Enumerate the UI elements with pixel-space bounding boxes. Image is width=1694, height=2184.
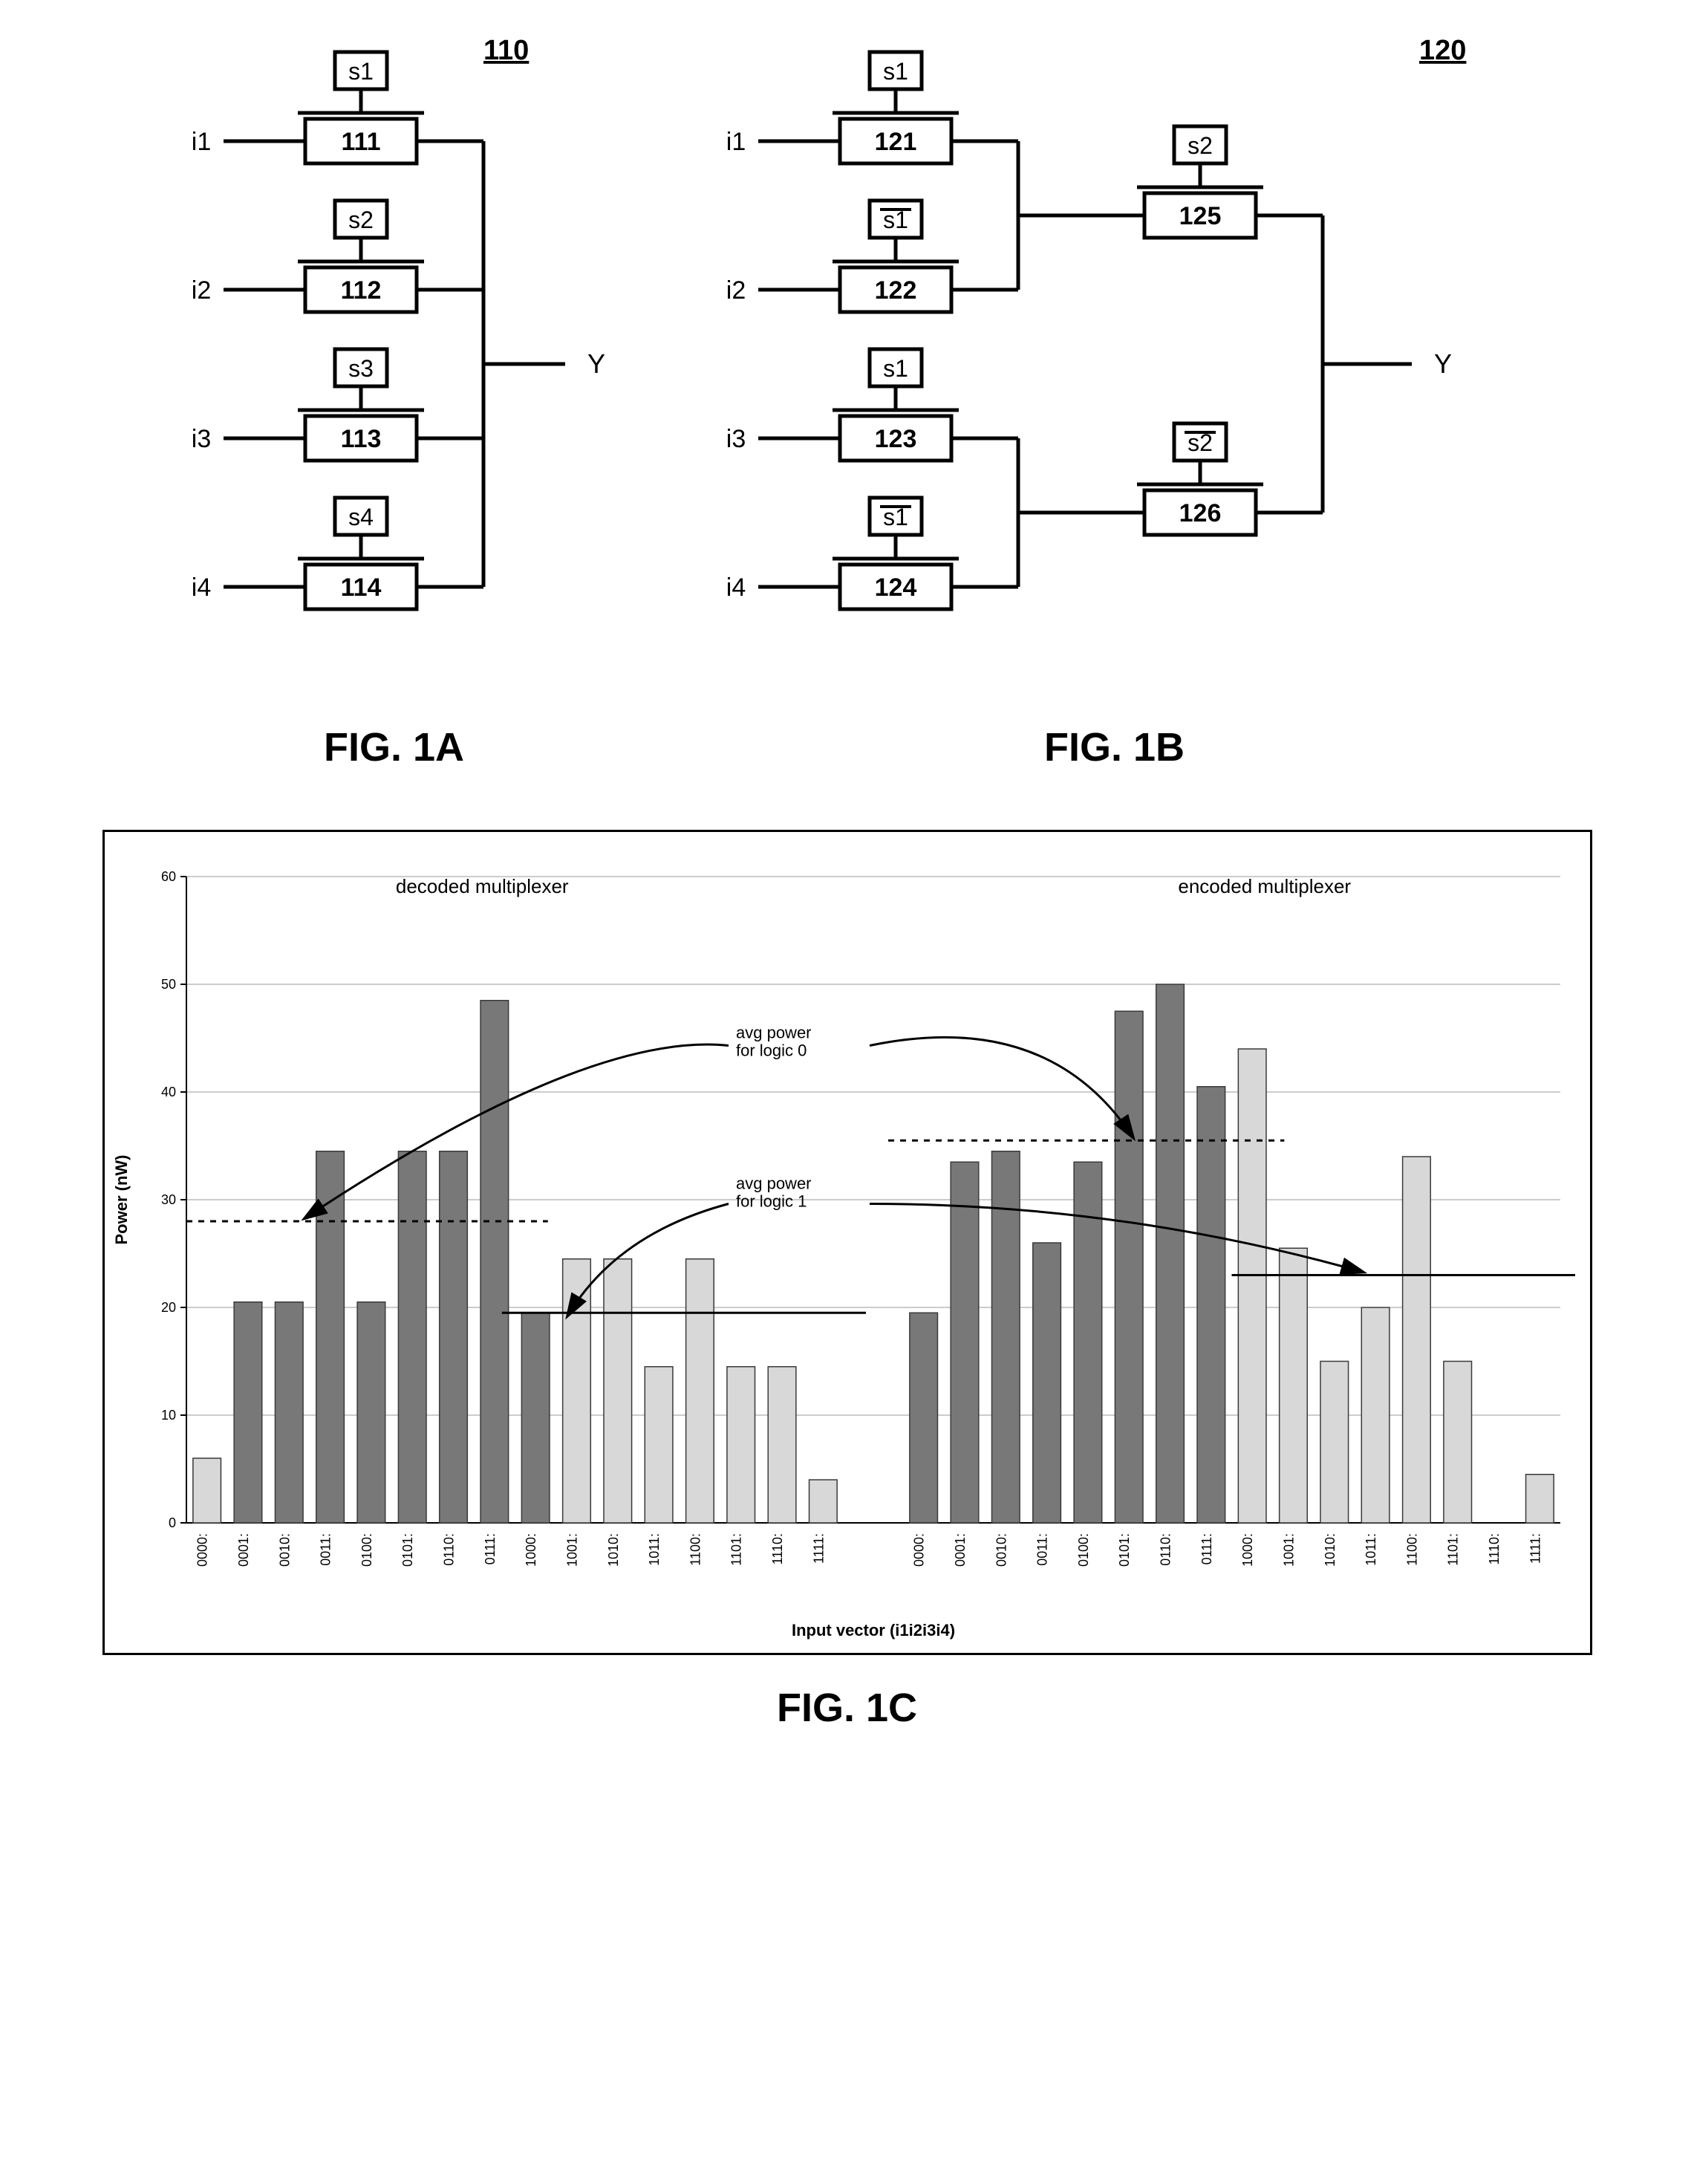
svg-text:0010:: 0010: xyxy=(994,1533,1009,1567)
svg-text:113: 113 xyxy=(340,425,381,453)
svg-text:i1: i1 xyxy=(726,128,745,156)
svg-text:i1: i1 xyxy=(191,128,210,156)
svg-text:20: 20 xyxy=(160,1300,175,1315)
svg-text:s1: s1 xyxy=(883,355,908,382)
svg-text:1000:: 1000: xyxy=(524,1533,538,1567)
chart-container: 0 10 20 30 40 50 60 Power (nW) Input vector (i1i… xyxy=(102,830,1592,1655)
svg-text:encoded multiplexer: encoded multiplexer xyxy=(1178,875,1351,897)
svg-text:Y: Y xyxy=(587,348,605,379)
svg-text:Input vector (i1i2i3i4): Input vector (i1i2i3i4) xyxy=(791,1621,954,1639)
svg-text:0001:: 0001: xyxy=(952,1533,967,1567)
fig-1b-title: FIG. 1B xyxy=(706,724,1523,770)
svg-text:i2: i2 xyxy=(726,276,745,305)
svg-text:0011:: 0011: xyxy=(318,1533,333,1566)
svg-text:0100:: 0100: xyxy=(359,1533,374,1567)
svg-text:120: 120 xyxy=(1419,35,1466,66)
svg-text:Power (nW): Power (nW) xyxy=(112,1155,131,1245)
circuit-a-panel: 111 s1 i1 112 s2 i2 113 s3 i3 114 s4 i4 Y 110 FIG. 1A xyxy=(172,30,617,770)
svg-text:i4: i4 xyxy=(726,573,745,602)
svg-text:124: 124 xyxy=(874,573,916,602)
svg-text:i3: i3 xyxy=(726,425,745,453)
power-chart: 0 10 20 30 40 50 60 Power (nW) Input vector (i1i… xyxy=(105,832,1590,1649)
svg-text:1001:: 1001: xyxy=(564,1533,579,1567)
svg-text:1110:: 1110: xyxy=(770,1533,785,1564)
svg-text:1001:: 1001: xyxy=(1281,1533,1296,1567)
circuit-a-svg: 111 s1 i1 112 s2 i2 113 s3 i3 114 s4 i4 Y 110 xyxy=(172,30,617,698)
svg-text:125: 125 xyxy=(1179,202,1221,230)
svg-text:0000:: 0000: xyxy=(911,1533,926,1567)
svg-text:s2: s2 xyxy=(1188,132,1213,159)
svg-text:0110:: 0110: xyxy=(1158,1533,1173,1566)
svg-text:for logic 0: for logic 0 xyxy=(736,1041,807,1060)
svg-text:40: 40 xyxy=(160,1085,175,1099)
svg-text:1101:: 1101: xyxy=(729,1533,743,1566)
svg-text:i4: i4 xyxy=(191,573,210,602)
svg-text:1000:: 1000: xyxy=(1240,1533,1255,1567)
svg-text:1010:: 1010: xyxy=(1322,1533,1337,1567)
svg-text:1110:: 1110: xyxy=(1487,1533,1502,1564)
svg-text:114: 114 xyxy=(340,573,381,602)
svg-text:1010:: 1010: xyxy=(605,1533,620,1567)
svg-text:0111:: 0111: xyxy=(1199,1533,1214,1564)
svg-text:0101:: 0101: xyxy=(400,1533,415,1567)
svg-text:122: 122 xyxy=(874,276,916,305)
svg-text:0000:: 0000: xyxy=(195,1533,209,1567)
svg-text:s3: s3 xyxy=(348,355,374,382)
svg-text:0110:: 0110: xyxy=(441,1533,456,1566)
svg-text:10: 10 xyxy=(160,1408,175,1423)
svg-text:s4: s4 xyxy=(348,504,374,530)
svg-text:Y: Y xyxy=(1434,348,1452,379)
svg-text:0: 0 xyxy=(168,1515,175,1530)
svg-text:1100:: 1100: xyxy=(1404,1533,1419,1566)
svg-text:s1: s1 xyxy=(348,58,374,85)
svg-text:60: 60 xyxy=(160,869,175,884)
svg-text:50: 50 xyxy=(160,977,175,992)
svg-text:30: 30 xyxy=(160,1192,175,1207)
svg-text:110: 110 xyxy=(483,35,529,66)
svg-text:0001:: 0001: xyxy=(235,1533,250,1567)
svg-text:111: 111 xyxy=(341,128,380,156)
svg-text:i2: i2 xyxy=(191,276,210,305)
svg-text:126: 126 xyxy=(1179,499,1221,527)
svg-text:for logic 1: for logic 1 xyxy=(736,1192,807,1211)
circuit-b-panel: 121s1i1122s1i2123s1i3124s1i4125s2126s2Y1… xyxy=(706,30,1523,770)
svg-text:0011:: 0011: xyxy=(1035,1533,1049,1566)
svg-text:123: 123 xyxy=(874,425,916,453)
svg-text:s1: s1 xyxy=(883,58,908,85)
svg-text:0111:: 0111: xyxy=(482,1533,497,1564)
svg-text:1111:: 1111: xyxy=(1528,1533,1542,1564)
svg-text:s2: s2 xyxy=(348,207,374,233)
svg-text:i3: i3 xyxy=(191,425,210,453)
svg-text:0010:: 0010: xyxy=(277,1533,292,1567)
circuit-b-svg: 121s1i1122s1i2123s1i3124s1i4125s2126s2Y1… xyxy=(706,30,1523,698)
svg-text:avg power: avg power xyxy=(736,1174,812,1193)
fig-1c-title: FIG. 1C xyxy=(30,1685,1664,1731)
svg-text:112: 112 xyxy=(340,276,381,305)
svg-text:1011:: 1011: xyxy=(1364,1533,1378,1566)
svg-text:1111:: 1111: xyxy=(811,1533,826,1564)
fig-1a-title: FIG. 1A xyxy=(172,724,617,770)
svg-text:0101:: 0101: xyxy=(1117,1533,1132,1567)
svg-text:121: 121 xyxy=(874,128,916,156)
svg-text:avg power: avg power xyxy=(736,1024,812,1042)
svg-text:0100:: 0100: xyxy=(1075,1533,1090,1567)
svg-text:1011:: 1011: xyxy=(647,1533,662,1566)
svg-text:decoded multiplexer: decoded multiplexer xyxy=(395,875,568,897)
svg-text:1101:: 1101: xyxy=(1445,1533,1460,1566)
svg-text:1100:: 1100: xyxy=(688,1533,703,1566)
